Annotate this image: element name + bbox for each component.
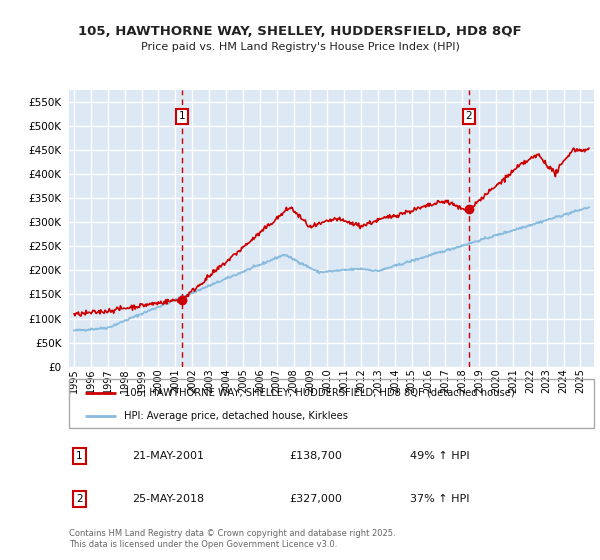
- Text: 2: 2: [466, 111, 472, 121]
- Text: 1: 1: [178, 111, 185, 121]
- Text: 21-MAY-2001: 21-MAY-2001: [132, 451, 204, 461]
- Text: 2: 2: [76, 494, 83, 505]
- Text: HPI: Average price, detached house, Kirklees: HPI: Average price, detached house, Kirk…: [124, 411, 348, 421]
- Text: 25-MAY-2018: 25-MAY-2018: [132, 494, 204, 505]
- Text: Price paid vs. HM Land Registry's House Price Index (HPI): Price paid vs. HM Land Registry's House …: [140, 42, 460, 52]
- Text: 105, HAWTHORNE WAY, SHELLEY, HUDDERSFIELD, HD8 8QF: 105, HAWTHORNE WAY, SHELLEY, HUDDERSFIEL…: [78, 25, 522, 38]
- Text: £327,000: £327,000: [290, 494, 343, 505]
- Text: 37% ↑ HPI: 37% ↑ HPI: [410, 494, 470, 505]
- Text: 49% ↑ HPI: 49% ↑ HPI: [410, 451, 470, 461]
- Text: £138,700: £138,700: [290, 451, 343, 461]
- Text: 105, HAWTHORNE WAY, SHELLEY, HUDDERSFIELD, HD8 8QF (detached house): 105, HAWTHORNE WAY, SHELLEY, HUDDERSFIEL…: [124, 388, 515, 398]
- Text: Contains HM Land Registry data © Crown copyright and database right 2025.
This d: Contains HM Land Registry data © Crown c…: [69, 529, 395, 549]
- Text: 1: 1: [76, 451, 83, 461]
